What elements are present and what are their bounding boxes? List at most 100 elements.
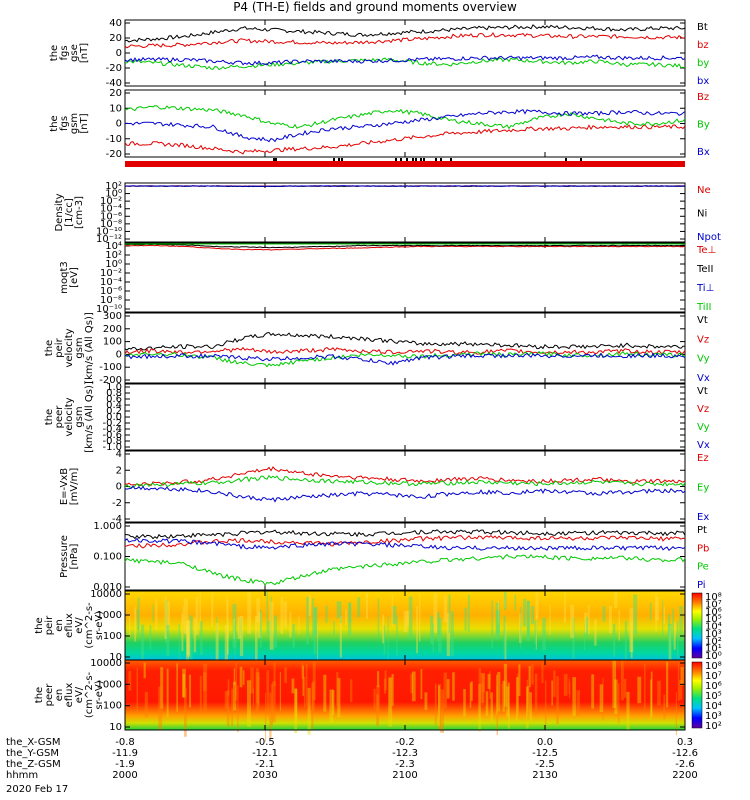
legend-npot: Npot bbox=[697, 232, 721, 243]
status-marker bbox=[450, 158, 452, 161]
y-tick-label: 10⁻¹⁰ bbox=[96, 226, 122, 237]
spectrogram-texture bbox=[186, 620, 190, 656]
y-axis-label: [nT] bbox=[79, 113, 90, 133]
spectrogram-texture bbox=[599, 684, 603, 713]
spectrogram-texture bbox=[382, 614, 385, 644]
spectrogram-texture bbox=[325, 605, 328, 623]
y-tick-label: 1000 bbox=[97, 679, 122, 690]
y-axis-label: en bbox=[54, 619, 65, 632]
panel-peer-velocity: 1.00.80.60.40.20.0-0.2-0.4-0.6-0.8-1.0 th… bbox=[44, 381, 710, 453]
y-axis-label: peir bbox=[54, 337, 65, 357]
spectrogram-texture bbox=[487, 674, 491, 690]
spectrogram-texture bbox=[489, 671, 491, 700]
y-tick-label: -40 bbox=[106, 78, 122, 89]
spectrogram-texture bbox=[655, 592, 657, 632]
spectrogram-texture bbox=[258, 612, 262, 638]
spectrogram-texture bbox=[280, 596, 284, 635]
spectrogram-texture bbox=[189, 615, 193, 662]
spectrogram-texture bbox=[140, 624, 145, 659]
y-tick-label: 0.8 bbox=[106, 388, 122, 399]
status-marker bbox=[275, 158, 277, 161]
xaxis-value: -0.5 bbox=[255, 737, 275, 748]
status-marker bbox=[338, 158, 340, 161]
y-tick-label: -20 bbox=[106, 63, 122, 74]
spectrogram-texture bbox=[503, 592, 506, 609]
spectrogram-texture bbox=[384, 670, 387, 691]
spectrogram-texture bbox=[564, 591, 566, 623]
spectrogram-texture bbox=[164, 596, 167, 639]
spectrogram-texture bbox=[541, 662, 544, 684]
spectrogram-texture bbox=[226, 595, 228, 622]
xaxis-value: -2.5 bbox=[535, 759, 555, 770]
y-axis-label: gsm bbox=[74, 337, 85, 358]
spectrogram-texture bbox=[348, 602, 352, 636]
y-axis-label: the bbox=[34, 687, 45, 703]
y-tick-label: -10 bbox=[106, 134, 122, 145]
spectrogram-texture bbox=[679, 679, 683, 700]
y-tick-label: 0.2 bbox=[106, 406, 122, 417]
spectrogram-texture bbox=[464, 607, 467, 631]
spectrogram-texture bbox=[181, 613, 184, 652]
legend-vx: Vx bbox=[697, 440, 710, 451]
spectrogram-texture bbox=[298, 615, 300, 634]
y-tick-label: 10⁻¹² bbox=[96, 234, 122, 245]
y-tick-label: 10000 bbox=[90, 658, 122, 669]
spectrogram-texture bbox=[305, 663, 308, 707]
spectrogram-texture bbox=[307, 687, 311, 735]
y-tick-label: 10⁰ bbox=[105, 259, 122, 270]
xaxis-value: -0.2 bbox=[395, 737, 415, 748]
y-axis-label: [eV] bbox=[69, 267, 80, 288]
legend-bx: Bx bbox=[697, 147, 710, 158]
spectrogram-texture bbox=[470, 681, 473, 701]
spectrogram-texture bbox=[329, 689, 334, 724]
spectrogram-texture bbox=[668, 624, 672, 661]
y-axis-label: gsm bbox=[74, 406, 85, 427]
y-axis-label: peer bbox=[54, 405, 65, 429]
xaxis-value: -2.6 bbox=[675, 759, 695, 770]
xaxis-value: -12.6 bbox=[672, 748, 698, 759]
spectrogram-texture bbox=[535, 613, 537, 650]
spectrogram-texture bbox=[270, 596, 272, 640]
y-axis-label: (cm^2-s- bbox=[84, 671, 95, 718]
spectrogram-texture bbox=[463, 689, 466, 717]
status-marker bbox=[333, 158, 335, 161]
spectrogram-texture bbox=[424, 692, 428, 710]
y-axis-label: [1/cc] bbox=[64, 198, 75, 227]
xaxis-value: -12.5 bbox=[532, 748, 558, 759]
series-line-ez bbox=[124, 466, 686, 487]
spectrogram-texture bbox=[420, 668, 423, 700]
spectrogram-texture bbox=[531, 605, 535, 625]
spectrogram-texture bbox=[680, 667, 684, 686]
legend-vz: Vz bbox=[697, 334, 709, 345]
series-line-vz bbox=[124, 346, 686, 355]
colorbar bbox=[691, 661, 703, 729]
y-axis-label: E=-VxB bbox=[59, 468, 70, 505]
spectrogram-texture bbox=[526, 600, 530, 641]
y-tick-label: 0.010 bbox=[93, 582, 122, 593]
spectrogram-texture bbox=[128, 614, 131, 638]
spectrogram-texture bbox=[232, 604, 237, 648]
spectrogram-texture bbox=[514, 594, 517, 611]
spectrogram-texture bbox=[526, 601, 530, 639]
series-line-pi bbox=[124, 537, 686, 552]
panel-frame bbox=[124, 383, 686, 451]
y-tick-label: 10⁴ bbox=[105, 241, 122, 252]
spectrogram-texture bbox=[433, 593, 438, 633]
colorbar-tick: 10⁷ bbox=[705, 671, 722, 682]
spectrogram-texture bbox=[313, 607, 317, 655]
colorbar-tick: 10⁴ bbox=[705, 622, 722, 633]
spectrogram-texture bbox=[176, 663, 178, 712]
y-tick-label: 100 bbox=[103, 631, 122, 642]
spectrogram-texture bbox=[668, 625, 672, 670]
spectrogram-texture bbox=[247, 591, 252, 634]
spectrogram-texture bbox=[526, 686, 529, 729]
y-tick-label: 10 bbox=[109, 722, 122, 733]
y-tick-label: 1000 bbox=[97, 610, 122, 621]
spectrogram-texture bbox=[267, 620, 270, 637]
spectrogram-texture bbox=[502, 680, 506, 712]
spectrogram-texture bbox=[155, 598, 158, 630]
panel-frame bbox=[124, 242, 686, 313]
status-marker bbox=[423, 158, 425, 161]
spectrogram-texture bbox=[517, 673, 519, 720]
spectrogram-texture bbox=[294, 688, 298, 734]
